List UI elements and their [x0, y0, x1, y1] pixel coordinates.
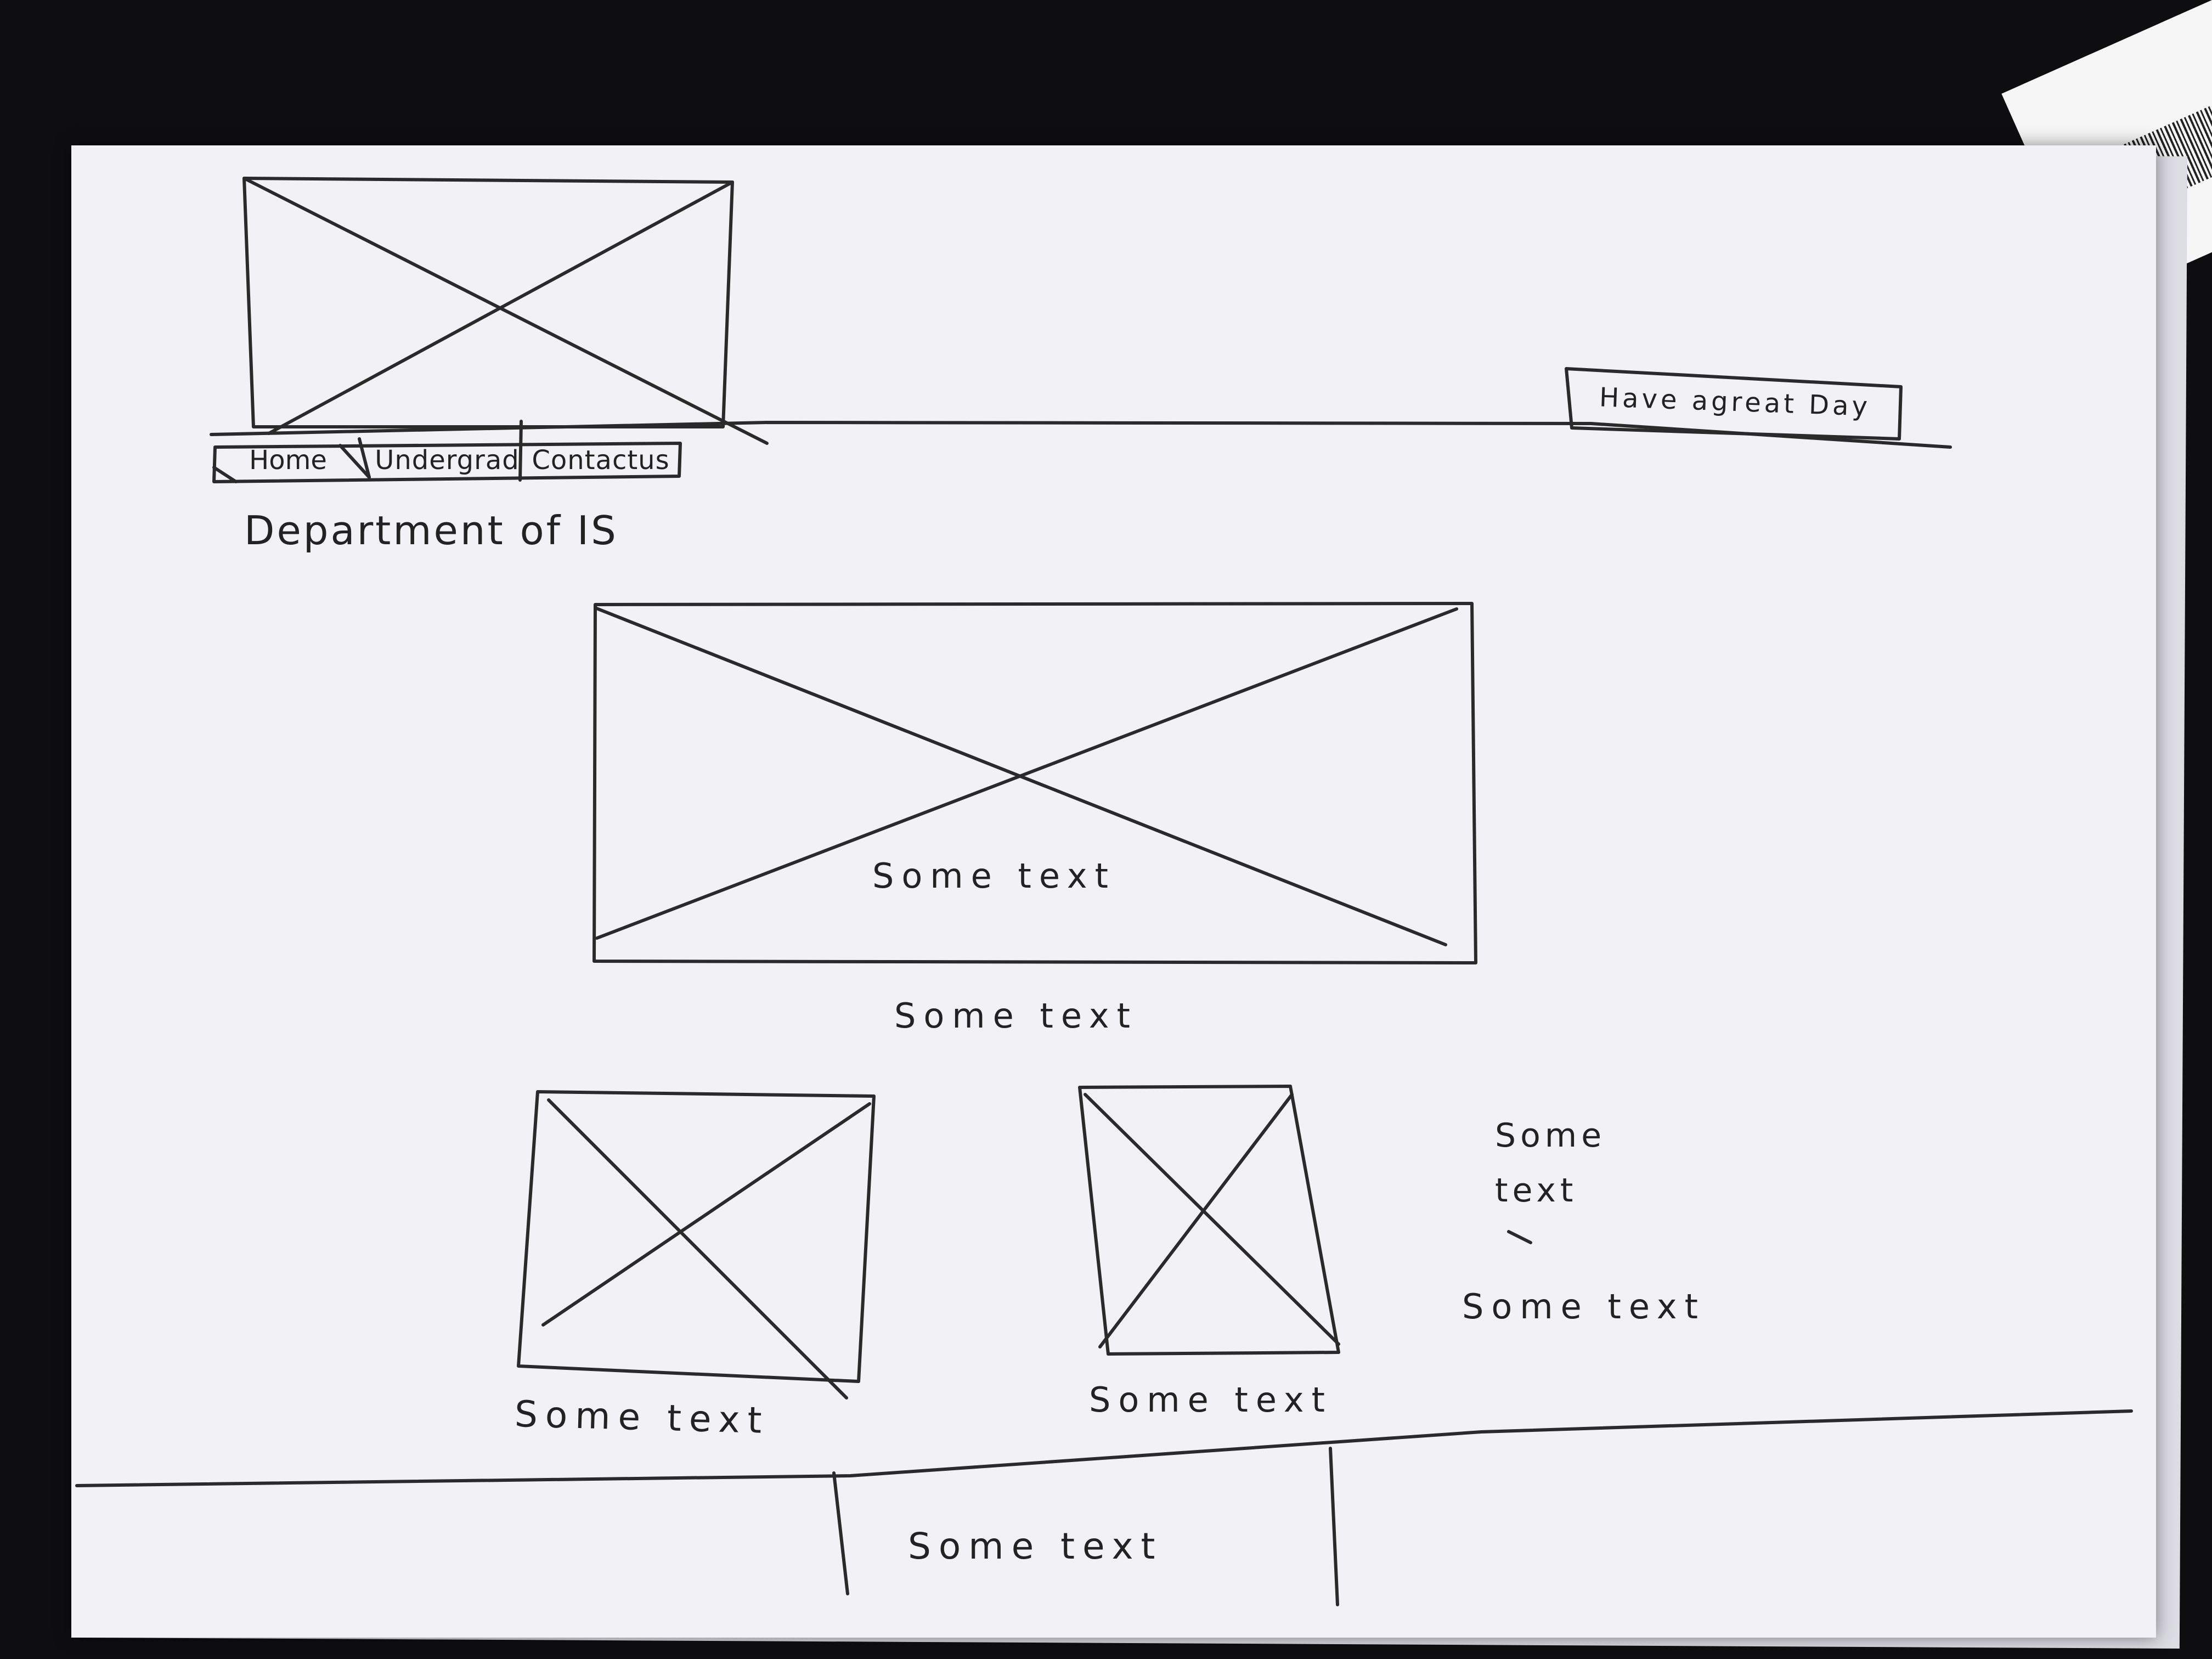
hero-image-placeholder [592, 602, 1477, 964]
hero-caption-below: Some text [894, 996, 1138, 1036]
footer-box [832, 1471, 849, 1595]
page-title: Department of IS [244, 507, 618, 554]
footer-divider [75, 1409, 2133, 1487]
card-image-placeholder-1 [517, 1090, 876, 1400]
wireframe-sheet [71, 145, 2156, 1638]
greeting-box [1565, 367, 1903, 441]
hero-caption-inside: Some text [872, 856, 1116, 896]
footer-box-right [1329, 1447, 1339, 1606]
nav-bar-outline [212, 420, 682, 483]
card-image-placeholder-2 [1078, 1085, 1340, 1356]
card-caption-2: Some text [1089, 1380, 1333, 1420]
card-caption-1: Some text [514, 1392, 770, 1442]
nav-item-home[interactable]: Home [249, 445, 327, 476]
aside-text-1: Some text [1495, 1116, 1606, 1210]
footer-text: Some text [908, 1525, 1163, 1567]
nav-item-undergrad[interactable]: Undergrad [375, 445, 520, 476]
logo-placeholder [242, 177, 769, 445]
nav-item-contactus[interactable]: Contactus [532, 445, 670, 476]
aside-text-2: Some text [1462, 1286, 1706, 1327]
